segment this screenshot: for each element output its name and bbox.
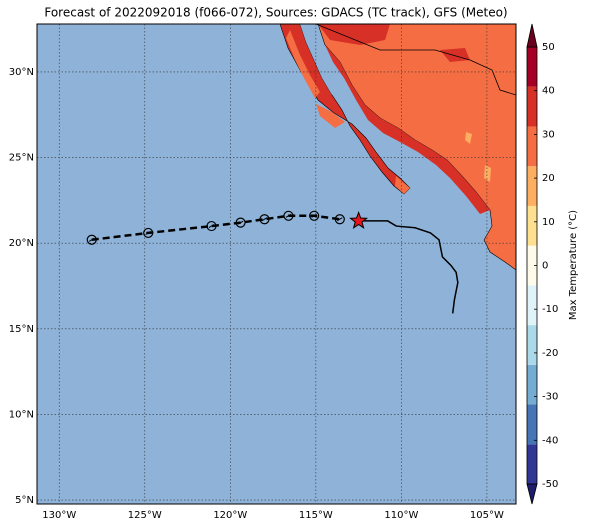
colorbar-segment [527, 166, 537, 206]
y-tick-label: 15°N [9, 324, 34, 335]
forecast-point-circle [206, 220, 217, 232]
colorbar-tick-label: -20 [542, 348, 558, 359]
axes: 130°W 125°W 120°W 115°W 110°W 105°W 5°N 10°N 15°… [9, 67, 504, 521]
current-position [349, 210, 369, 229]
x-tick-label: 115°W [299, 510, 333, 521]
colorbar-tick-label: 30 [542, 129, 555, 140]
forecast-point [334, 214, 345, 225]
forecast-point-circle [334, 214, 345, 225]
x-tick-label: 110°W [384, 510, 418, 521]
land [279, 24, 516, 271]
colorbar-segment [527, 245, 537, 286]
colorbar-segment [527, 444, 537, 484]
colorbar-tick-label: 50 [542, 42, 555, 53]
forecast-point [283, 210, 294, 221]
x-tick-label: 125°W [128, 510, 162, 521]
colorbar-extend-low [526, 483, 538, 505]
forecast-point [259, 214, 270, 225]
forecast-point-tick [145, 230, 151, 235]
observed-track [358, 220, 459, 314]
forecast-point-tick [337, 217, 343, 222]
x-tick-label: 120°W [213, 510, 247, 521]
forecast-point-tick [208, 224, 215, 228]
forecast-point-circle [283, 210, 294, 221]
forecast-point [86, 234, 97, 245]
forecast-point-tick [285, 213, 292, 218]
map-frame [36, 23, 517, 505]
forecast-track [91, 214, 340, 242]
colorbar-segment [527, 364, 537, 405]
y-tick-label: 25°N [9, 153, 34, 164]
colorbar: -50 -40 -30 -20 -10 0 10 20 30 40 50 [526, 23, 558, 505]
x-tick-label: 105°W [470, 510, 504, 521]
colorbar-tick-label: 10 [542, 217, 555, 228]
colorbar-tick-label: 20 [542, 173, 555, 184]
forecast-point [235, 217, 246, 228]
y-tick-label: 10°N [9, 409, 34, 420]
colorbar-segment [527, 285, 537, 326]
colorbar-tick-label: -40 [542, 435, 558, 446]
forecast-point [143, 227, 154, 239]
colorbar-segment [527, 325, 537, 365]
forecast-point-tick [88, 237, 95, 242]
colorbar-tick-label: 40 [542, 86, 555, 97]
chart-title: Forecast of 2022092018 (f066-072), Sourc… [44, 6, 507, 20]
colorbar-segment [527, 404, 537, 445]
colorbar-segment [527, 126, 537, 167]
forecast-point-tick [261, 217, 268, 222]
forecast-point-circle [143, 227, 154, 239]
forecast-point-circle [235, 217, 246, 228]
colorbar-segment [527, 205, 537, 246]
forecast-point-circle [309, 210, 320, 221]
forecast-point-tick [311, 213, 317, 218]
forecast-point-circle [86, 234, 97, 245]
forecast-point [309, 210, 320, 221]
colorbar-segment [527, 86, 537, 127]
forecast-point [206, 220, 217, 232]
colorbar-label: Max Temperature (°C) [568, 210, 579, 320]
colorbar-tick-label: -30 [542, 392, 558, 403]
colorbar-extend-high [526, 23, 538, 48]
y-tick-label: 30°N [9, 67, 34, 78]
forecast-point-circle [259, 214, 270, 225]
colorbar-tick-label: 0 [542, 261, 548, 272]
tracks [86, 210, 459, 314]
y-tick-label: 20°N [9, 238, 34, 249]
colorbar-tick-label: -10 [542, 304, 558, 315]
forecast-point-tick [237, 220, 244, 225]
graticule [37, 24, 516, 504]
colorbar-tick-label: -50 [542, 479, 558, 490]
colorbar-segment [527, 47, 537, 87]
x-tick-label: 130°W [42, 510, 76, 521]
y-tick-label: 5°N [15, 495, 34, 506]
